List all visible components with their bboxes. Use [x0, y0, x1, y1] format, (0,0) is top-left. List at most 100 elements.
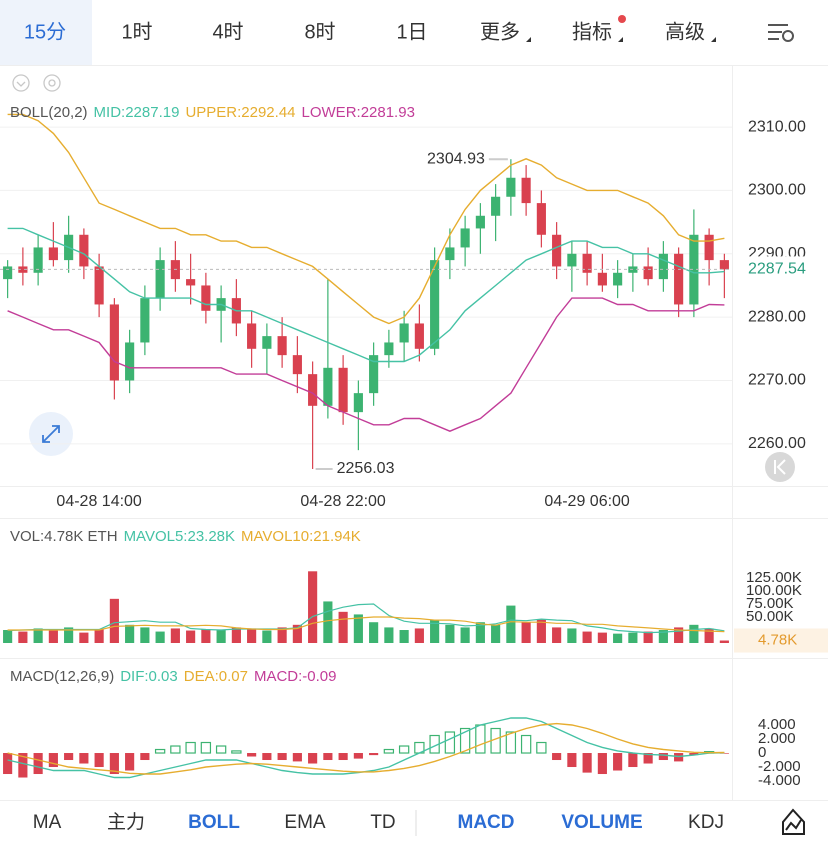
indicator-line: [7, 227, 725, 363]
timeframe-tab[interactable]: 高级: [665, 20, 705, 43]
volume-bar: [430, 619, 440, 643]
indicator-tab[interactable]: BOLL: [188, 812, 240, 833]
timeframe-tab[interactable]: 更多: [480, 20, 520, 43]
candle-body: [262, 336, 272, 349]
indicator-tab[interactable]: KDJ: [688, 812, 724, 833]
candle-body: [125, 342, 135, 381]
timeframe-tab[interactable]: 15分: [24, 20, 66, 43]
candle-body: [475, 215, 485, 229]
volume-bar: [399, 630, 409, 643]
volume-bar: [18, 631, 28, 643]
macd-bar: [567, 753, 577, 768]
dropdown-caret: [618, 37, 623, 42]
legend-entry: MAVOL10:21.94K: [241, 528, 361, 545]
candle-body: [247, 323, 257, 349]
macd-bar: [674, 753, 684, 762]
timeframe-tab[interactable]: 1时: [121, 20, 152, 43]
macd-bar: [247, 753, 257, 757]
candle-body: [704, 234, 714, 261]
timeframe-tab[interactable]: 4时: [212, 20, 243, 43]
legend-title: VOL:4.78K ETH: [10, 528, 118, 545]
volume-bar: [491, 624, 501, 643]
candle-body: [308, 374, 318, 406]
indicator-tab[interactable]: 主力: [107, 811, 145, 833]
candle-body: [445, 247, 455, 261]
volume-bar: [155, 631, 165, 643]
indicator-tab[interactable]: MA: [33, 812, 62, 833]
candle-body: [552, 234, 562, 267]
volume-bar: [33, 628, 43, 643]
y-tick-label: 2270.00: [748, 372, 806, 389]
volume-bar: [338, 611, 348, 643]
volume-bar: [353, 614, 363, 643]
macd-bar: [613, 753, 623, 771]
macd-bar: [200, 741, 212, 754]
legend: MACD(12,26,9) DIF:0.03 DEA:0.07 MACD:-0.09: [10, 668, 336, 685]
macd-bar: [597, 753, 607, 775]
macd-bar: [277, 753, 287, 761]
macd-bar: [185, 741, 196, 754]
indicator-tab[interactable]: MACD: [458, 812, 515, 833]
candle-body: [79, 234, 89, 267]
legend-entry: DIF:0.03: [120, 668, 178, 685]
macd-bar: [643, 753, 653, 764]
y-tick-label: 2280.00: [748, 308, 806, 325]
macd-bar: [154, 748, 166, 754]
volume-bar: [216, 630, 226, 643]
indicator-line: [7, 297, 725, 432]
timeframe-tab[interactable]: 1日: [396, 21, 427, 43]
macd-bar: [658, 753, 668, 761]
macd-bar: [18, 753, 28, 778]
indicator-icons[interactable]: [12, 74, 61, 92]
candle-body: [109, 304, 119, 381]
legend-entry: DEA:0.07: [184, 668, 248, 685]
volume-bar: [94, 629, 104, 643]
timeframe-tab[interactable]: 指标: [572, 20, 612, 43]
volume-bar: [170, 628, 180, 643]
macd-bar: [33, 753, 43, 775]
last-price-label: 2287.54: [748, 261, 806, 278]
volume-bar: [704, 628, 714, 643]
indicator-tab[interactable]: TD: [370, 812, 395, 833]
volume-bar: [628, 632, 638, 643]
candle-body: [460, 228, 470, 248]
x-tick-label: 04-28 14:00: [56, 493, 142, 510]
volume-bar: [674, 627, 684, 643]
legend-title: BOLL(20,2): [10, 104, 88, 121]
candle-body: [155, 260, 165, 299]
candle-body: [491, 196, 501, 216]
volume-bar: [719, 640, 729, 643]
legend: BOLL(20,2) MID:2287.19 UPPER:2292.44 LOWER:…: [10, 104, 415, 121]
dropdown-caret: [526, 37, 531, 42]
indicator-tab[interactable]: EMA: [284, 812, 326, 833]
y-tick-label: 2310.00: [748, 118, 806, 135]
timeframe-tab[interactable]: 8时: [304, 20, 335, 43]
settings-icon[interactable]: [768, 24, 794, 42]
volume-bar: [64, 627, 74, 643]
candle-body: [582, 253, 592, 273]
legend-title: MACD(12,26,9): [10, 668, 114, 685]
indicator-line: [7, 603, 725, 634]
candle-body: [430, 260, 440, 349]
candle-body: [719, 260, 729, 270]
expand-button[interactable]: [29, 412, 73, 456]
indicator-tab[interactable]: VOLUME: [561, 812, 642, 833]
volume-bar: [292, 624, 302, 643]
candle-body: [597, 272, 607, 286]
macd-bar: [582, 753, 592, 773]
volume-bar: [277, 627, 287, 643]
volume-bar: [613, 633, 623, 643]
scroll-latest-button[interactable]: [765, 452, 795, 482]
volume-bar: [201, 629, 211, 643]
candle-body: [33, 247, 43, 273]
volume-bar: [597, 632, 607, 643]
legend-entry: UPPER:2292.44: [185, 104, 295, 121]
macd-bar: [552, 753, 562, 761]
macd-bar: [79, 753, 89, 764]
y-tick-label: 2260.00: [748, 435, 806, 452]
volume-bar: [125, 624, 135, 643]
chart-type-icon[interactable]: [782, 808, 805, 835]
macd-bar: [689, 753, 699, 756]
macd-bar: [398, 745, 410, 754]
candle-body: [277, 336, 287, 356]
